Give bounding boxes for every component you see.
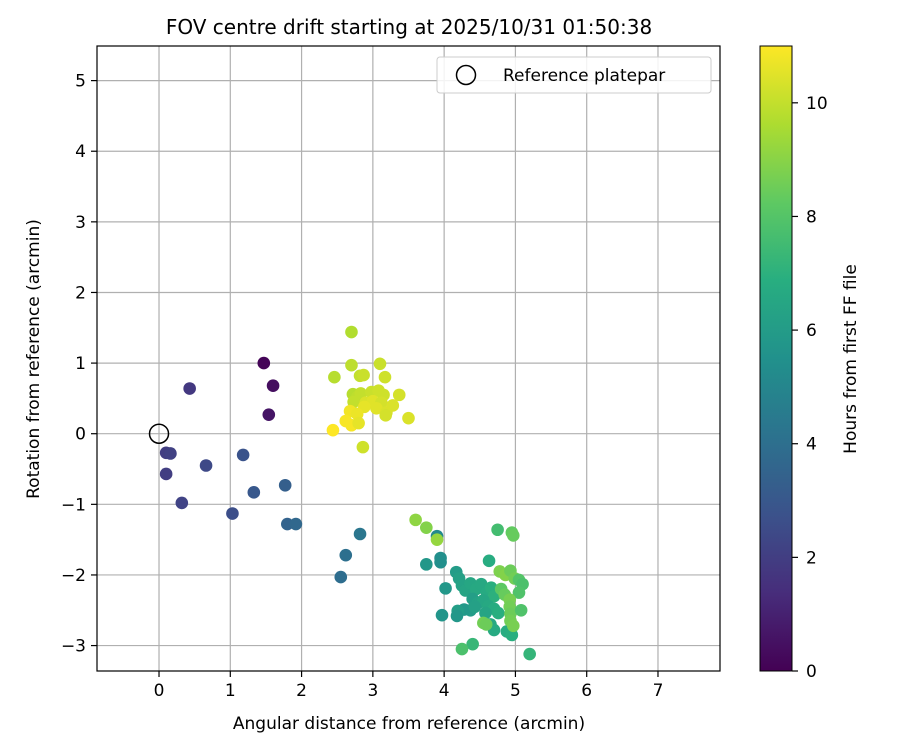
legend: Reference platepar [436, 56, 712, 94]
data-point [430, 533, 444, 546]
x-axis-label: Angular distance from reference (arcmin) [233, 714, 585, 734]
data-point [523, 647, 536, 661]
y-tick-label: 1 [75, 354, 86, 374]
legend-marker [455, 64, 477, 86]
data-point [482, 554, 496, 568]
data-point [450, 609, 464, 623]
y-tick-label: 4 [75, 142, 86, 162]
data-point [466, 637, 479, 651]
y-tick-label: 5 [75, 72, 86, 92]
data-point [353, 527, 367, 541]
x-axis-ticks: 0 1 2 3 4 5 6 7 [154, 671, 664, 701]
colorbar-tick-label: 0 [806, 662, 817, 682]
data-point [354, 387, 368, 400]
data-point [164, 447, 177, 460]
y-axis-ticks: −3 −2 −1 0 1 2 3 4 5 [61, 72, 97, 657]
data-point [356, 440, 370, 454]
y-tick-label: 0 [75, 425, 86, 445]
y-tick-label: −2 [61, 566, 86, 586]
colorbar-label: Hours from first FF file [841, 264, 861, 454]
legend-label: Reference platepar [503, 66, 665, 86]
data-point [378, 370, 392, 384]
plot-frame [96, 45, 721, 672]
reference-marker [148, 423, 170, 444]
data-point [370, 401, 383, 415]
data-point [357, 368, 370, 382]
data-point [345, 358, 358, 372]
data-point [373, 357, 387, 371]
colorbar-tick-label: 2 [806, 548, 817, 568]
colorbar-tick-label: 6 [806, 321, 817, 341]
chart-title: FOV centre drift starting at 2025/10/31 … [166, 15, 652, 39]
x-tick-label: 1 [225, 681, 236, 701]
data-point [439, 582, 452, 595]
data-point [262, 408, 276, 421]
x-tick-label: 0 [154, 681, 165, 701]
colorbar: 0 2 4 6 8 10 Hours from first FF file [759, 45, 861, 682]
x-tick-label: 2 [296, 681, 307, 701]
data-point [420, 521, 433, 534]
data-point [392, 388, 406, 402]
colorbar-tick-label: 4 [806, 435, 817, 455]
data-point [379, 409, 392, 422]
y-tick-label: 2 [75, 283, 86, 303]
data-point [479, 606, 492, 620]
data-point [435, 608, 449, 622]
y-tick-label: −3 [61, 637, 86, 657]
data-point [420, 558, 433, 571]
data-point [492, 606, 505, 620]
data-points [159, 325, 536, 661]
data-point [326, 423, 340, 437]
data-point [479, 618, 493, 631]
data-point [247, 486, 261, 499]
data-point [345, 325, 358, 339]
colorbar-tick-label: 8 [806, 207, 817, 227]
data-point [257, 356, 271, 370]
grid-lines [97, 46, 720, 671]
data-point [266, 379, 280, 392]
data-point [278, 478, 292, 492]
colorbar-tick-label: 10 [806, 94, 828, 114]
x-tick-label: 5 [510, 681, 521, 701]
x-tick-label: 6 [581, 681, 592, 701]
data-point [289, 517, 303, 531]
y-axis-label: Rotation from reference (arcmin) [24, 219, 44, 499]
colorbar-gradient [759, 45, 793, 672]
x-tick-label: 7 [653, 681, 664, 701]
data-point [409, 513, 422, 527]
data-point [402, 411, 415, 425]
data-point [352, 416, 365, 430]
data-point [236, 448, 250, 462]
reference-platepar-point [148, 423, 170, 444]
data-point [468, 600, 482, 614]
data-point [514, 603, 528, 617]
y-tick-label: 3 [75, 213, 86, 233]
colorbar-ticks: 0 2 4 6 8 10 [792, 94, 828, 682]
legend-box [436, 56, 712, 94]
data-point [506, 529, 520, 542]
data-point [506, 619, 520, 633]
data-point [328, 370, 341, 384]
data-point [183, 382, 196, 395]
data-point [512, 586, 526, 599]
y-tick-label: −1 [61, 495, 86, 515]
x-tick-label: 4 [439, 681, 450, 701]
data-point [491, 523, 504, 537]
data-point [334, 570, 348, 584]
data-point [226, 507, 239, 520]
data-point [199, 459, 213, 472]
data-point [159, 467, 173, 481]
data-point [175, 496, 189, 510]
data-point [455, 642, 469, 656]
x-tick-label: 3 [367, 681, 378, 701]
data-point [339, 548, 353, 562]
data-point [434, 555, 447, 569]
